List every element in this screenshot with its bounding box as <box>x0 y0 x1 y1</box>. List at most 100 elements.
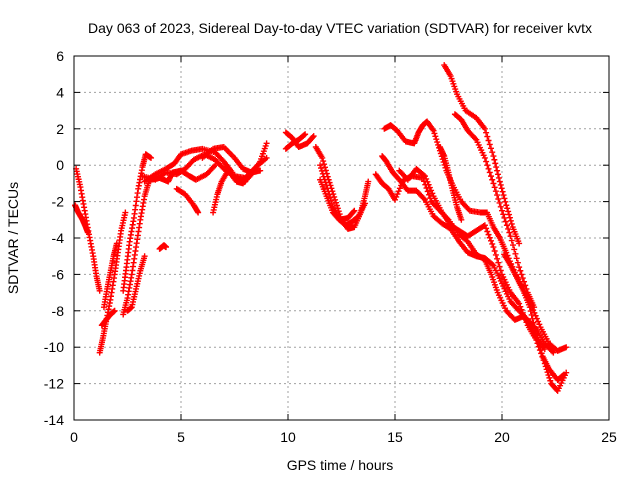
data-point <box>485 165 492 172</box>
data-point <box>494 255 501 262</box>
y-tick-label: 6 <box>56 48 64 64</box>
data-point <box>365 178 372 185</box>
data-point <box>485 137 492 144</box>
data-point <box>432 133 439 140</box>
data-point <box>487 237 494 244</box>
data-point <box>491 184 498 191</box>
data-point <box>319 170 326 177</box>
data-point <box>310 133 317 140</box>
data-point <box>545 372 552 379</box>
data-point <box>351 207 358 214</box>
data-point <box>505 225 512 232</box>
data-point <box>424 188 431 195</box>
data-point <box>502 198 509 205</box>
y-tick-label: 4 <box>56 84 64 100</box>
data-point <box>113 240 120 247</box>
data-point <box>148 154 155 161</box>
y-tick-label: -12 <box>44 376 64 392</box>
data-point <box>516 300 523 307</box>
data-point <box>163 244 170 251</box>
data-point <box>495 196 502 202</box>
data-point <box>516 264 523 271</box>
data-point <box>508 220 515 227</box>
data-point <box>302 131 309 138</box>
series-track-16 <box>156 242 170 252</box>
series-track-28 <box>451 111 538 311</box>
data-point <box>317 162 324 169</box>
data-point <box>521 278 528 285</box>
data-point <box>496 178 503 185</box>
data-point <box>492 251 499 258</box>
data-point <box>518 306 525 313</box>
data-point <box>263 154 270 161</box>
data-point <box>528 311 535 318</box>
series-track-27 <box>441 62 523 247</box>
y-axis-label: SDTVAR / TECUs <box>5 182 21 294</box>
data-point <box>483 158 490 165</box>
data-point <box>323 182 330 189</box>
data-point <box>324 185 331 192</box>
data-point <box>483 129 490 136</box>
data-point <box>333 202 340 209</box>
data-point <box>434 139 441 146</box>
data-point <box>111 307 118 314</box>
series-track-24 <box>381 118 570 354</box>
data-point <box>431 130 438 137</box>
data-point <box>394 191 401 198</box>
data-point <box>433 136 440 143</box>
data-point <box>511 246 518 253</box>
data-point <box>423 175 430 182</box>
data-point <box>490 244 497 251</box>
data-point <box>512 250 519 257</box>
data-point <box>332 196 339 203</box>
data-point <box>503 202 510 209</box>
data-point <box>331 193 338 200</box>
data-point <box>492 188 499 195</box>
data-point <box>492 160 499 167</box>
data-point <box>486 234 493 241</box>
data-point <box>517 303 524 310</box>
data-point <box>263 140 270 147</box>
data-point <box>490 180 497 187</box>
series-track-8 <box>124 253 148 314</box>
data-point <box>362 200 369 207</box>
data-point <box>489 261 496 268</box>
y-tick-label: -4 <box>52 230 65 246</box>
data-point <box>429 126 436 133</box>
data-point <box>96 287 103 294</box>
grid <box>74 56 609 420</box>
data-point <box>496 199 503 206</box>
data-point <box>536 343 543 350</box>
data-point <box>495 174 502 181</box>
data-point <box>517 267 524 274</box>
data-point <box>320 173 327 180</box>
x-tick-label: 20 <box>494 429 510 445</box>
data-point <box>503 222 510 229</box>
data-point <box>497 181 504 188</box>
data-point <box>489 176 496 183</box>
data-point <box>395 188 402 195</box>
data-point <box>483 225 490 232</box>
data-point <box>257 167 264 174</box>
data-point <box>561 371 568 378</box>
data-point <box>489 240 496 247</box>
data-point <box>84 229 91 236</box>
x-tick-label: 25 <box>601 429 617 445</box>
y-tick-label: -6 <box>52 266 65 282</box>
x-tick-label: 0 <box>70 429 78 445</box>
data-point <box>429 190 436 197</box>
data-point <box>500 211 507 218</box>
series-track-4 <box>98 307 118 329</box>
data-point <box>502 218 509 225</box>
data-point <box>507 217 514 224</box>
data-point <box>497 203 504 210</box>
data-point <box>498 185 505 192</box>
data-point <box>301 132 308 139</box>
chart-title: Day 063 of 2023, Sidereal Day-to-day VTE… <box>88 20 592 36</box>
data-point <box>321 161 328 168</box>
data-point <box>504 205 511 212</box>
data-point <box>499 188 506 195</box>
data-point <box>491 156 498 163</box>
y-axis-ticks: -14 -12 -10 -8 -6 -4 -2 0 2 4 6 <box>44 48 609 428</box>
data-point <box>332 199 339 206</box>
